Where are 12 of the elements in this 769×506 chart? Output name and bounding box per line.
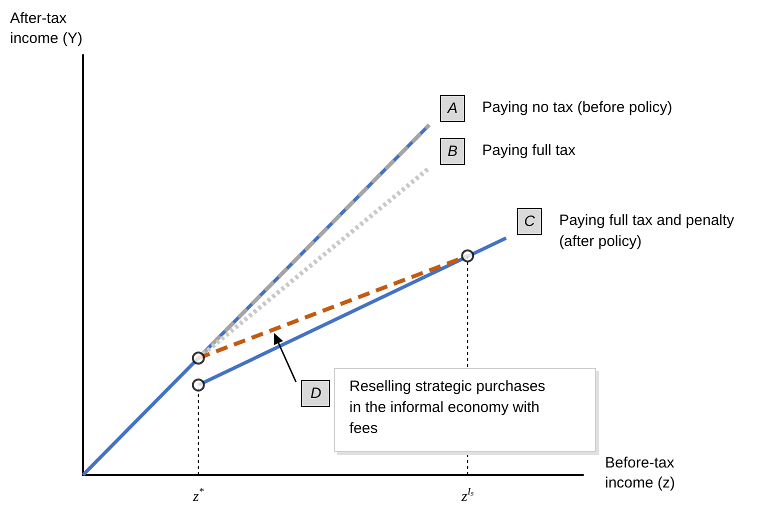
annotation: Paying full tax (482, 141, 577, 162)
letter-box: B (440, 138, 466, 166)
text: After-tax income (Y) (10, 9, 83, 49)
annotation: Paying full tax and penalty (after policy) (559, 211, 736, 252)
x-tick-label: z* (192, 486, 204, 505)
text: Paying no tax (before policy) (482, 98, 674, 118)
annotation: Reselling strategic purchases in the informal economy with fees (349, 377, 546, 440)
letter-box: D (301, 380, 330, 408)
x-axis-title: Before-tax income (z) (605, 454, 676, 492)
letter-box: C (517, 208, 542, 236)
note-box: Reselling strategic purchases in the informal economy with fees (334, 368, 596, 452)
letter-box: A (440, 95, 466, 122)
